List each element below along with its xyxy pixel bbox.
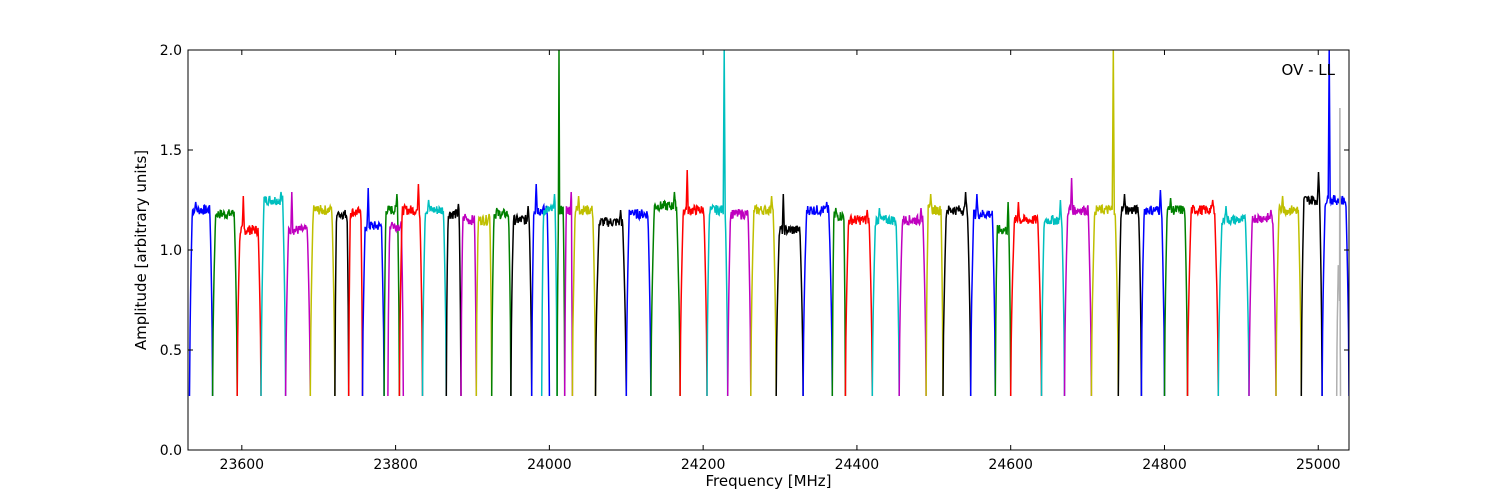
series-line-48 [1217,205,1250,397]
series-line-8 [361,187,385,397]
series-line-50 [1275,195,1303,397]
series-line-20 [556,50,566,397]
series-line-7 [347,205,364,397]
series-line-13 [445,203,462,397]
series-line-53 [1335,107,1342,397]
series-line-41 [1040,199,1066,397]
series-line-21 [563,191,574,397]
series-line-3 [260,191,287,397]
y-tick-label: 2.0 [160,43,182,59]
series-line-38 [969,193,997,397]
x-tick-label: 24400 [835,457,880,473]
series-line-2 [236,195,262,397]
series-line-34 [871,207,900,397]
series-line-28 [726,209,752,397]
series-line-5 [309,203,336,397]
x-tick-label: 23800 [373,457,418,473]
series-line-36 [925,193,944,397]
series-line-19 [540,193,558,397]
series-line-4 [284,191,312,397]
y-tick-label: 1.0 [160,243,182,259]
series-line-10 [387,221,405,397]
series-line-24 [625,209,652,397]
annotation-label: OV - LL [1282,61,1336,79]
x-tick-label: 24000 [527,457,572,473]
series-line-11 [398,183,424,397]
x-axis-title: Frequency [MHz] [705,472,831,490]
series-line-12 [421,199,448,397]
series-line-23 [594,209,628,397]
series-line-6 [334,209,350,397]
series-line-45 [1140,189,1166,397]
series-line-43 [1090,50,1120,397]
series-line-14 [460,213,478,397]
series-line-31 [802,201,834,397]
y-tick-label: 0.5 [160,343,182,359]
series-line-40 [1009,201,1043,397]
series-line-15 [475,213,493,397]
series-line-42 [1063,177,1093,397]
series-line-25 [650,191,681,397]
series-line-22 [571,195,597,397]
series-line-9 [383,193,401,397]
series-line-29 [750,195,777,397]
series-line-27 [706,50,729,397]
series-line-39 [994,201,1012,397]
ticks-layer: 23600 23800 24000 24200 24400 24600 24800 25000… [160,43,1349,473]
y-tick-label: 1.5 [160,143,182,159]
series-line-18 [530,183,551,397]
series-layer [188,50,1349,397]
x-tick-label: 24200 [681,457,726,473]
series-line-44 [1117,193,1143,397]
series-line-32 [831,207,847,397]
series-line-16 [490,207,512,397]
series-line-33 [844,209,874,397]
y-axis-title: Amplitude [arbitrary units] [132,150,150,350]
x-tick-label: 23600 [220,457,265,473]
x-tick-label: 24800 [1142,457,1187,473]
series-line-46 [1163,197,1189,397]
series-line-1 [211,208,238,397]
series-line-37 [942,191,972,397]
series-line-52 [1321,50,1349,397]
series-line-49 [1248,209,1277,397]
series-line-35 [898,207,927,397]
x-tick-label: 25000 [1296,457,1341,473]
y-tick-label: 0.0 [160,443,182,459]
series-line-47 [1186,199,1220,397]
series-line-0 [188,201,214,397]
series-line-17 [510,205,533,397]
series-line-51 [1300,171,1323,397]
series-line-30 [775,193,804,397]
series-line-26 [679,169,708,397]
x-tick-label: 24600 [988,457,1033,473]
